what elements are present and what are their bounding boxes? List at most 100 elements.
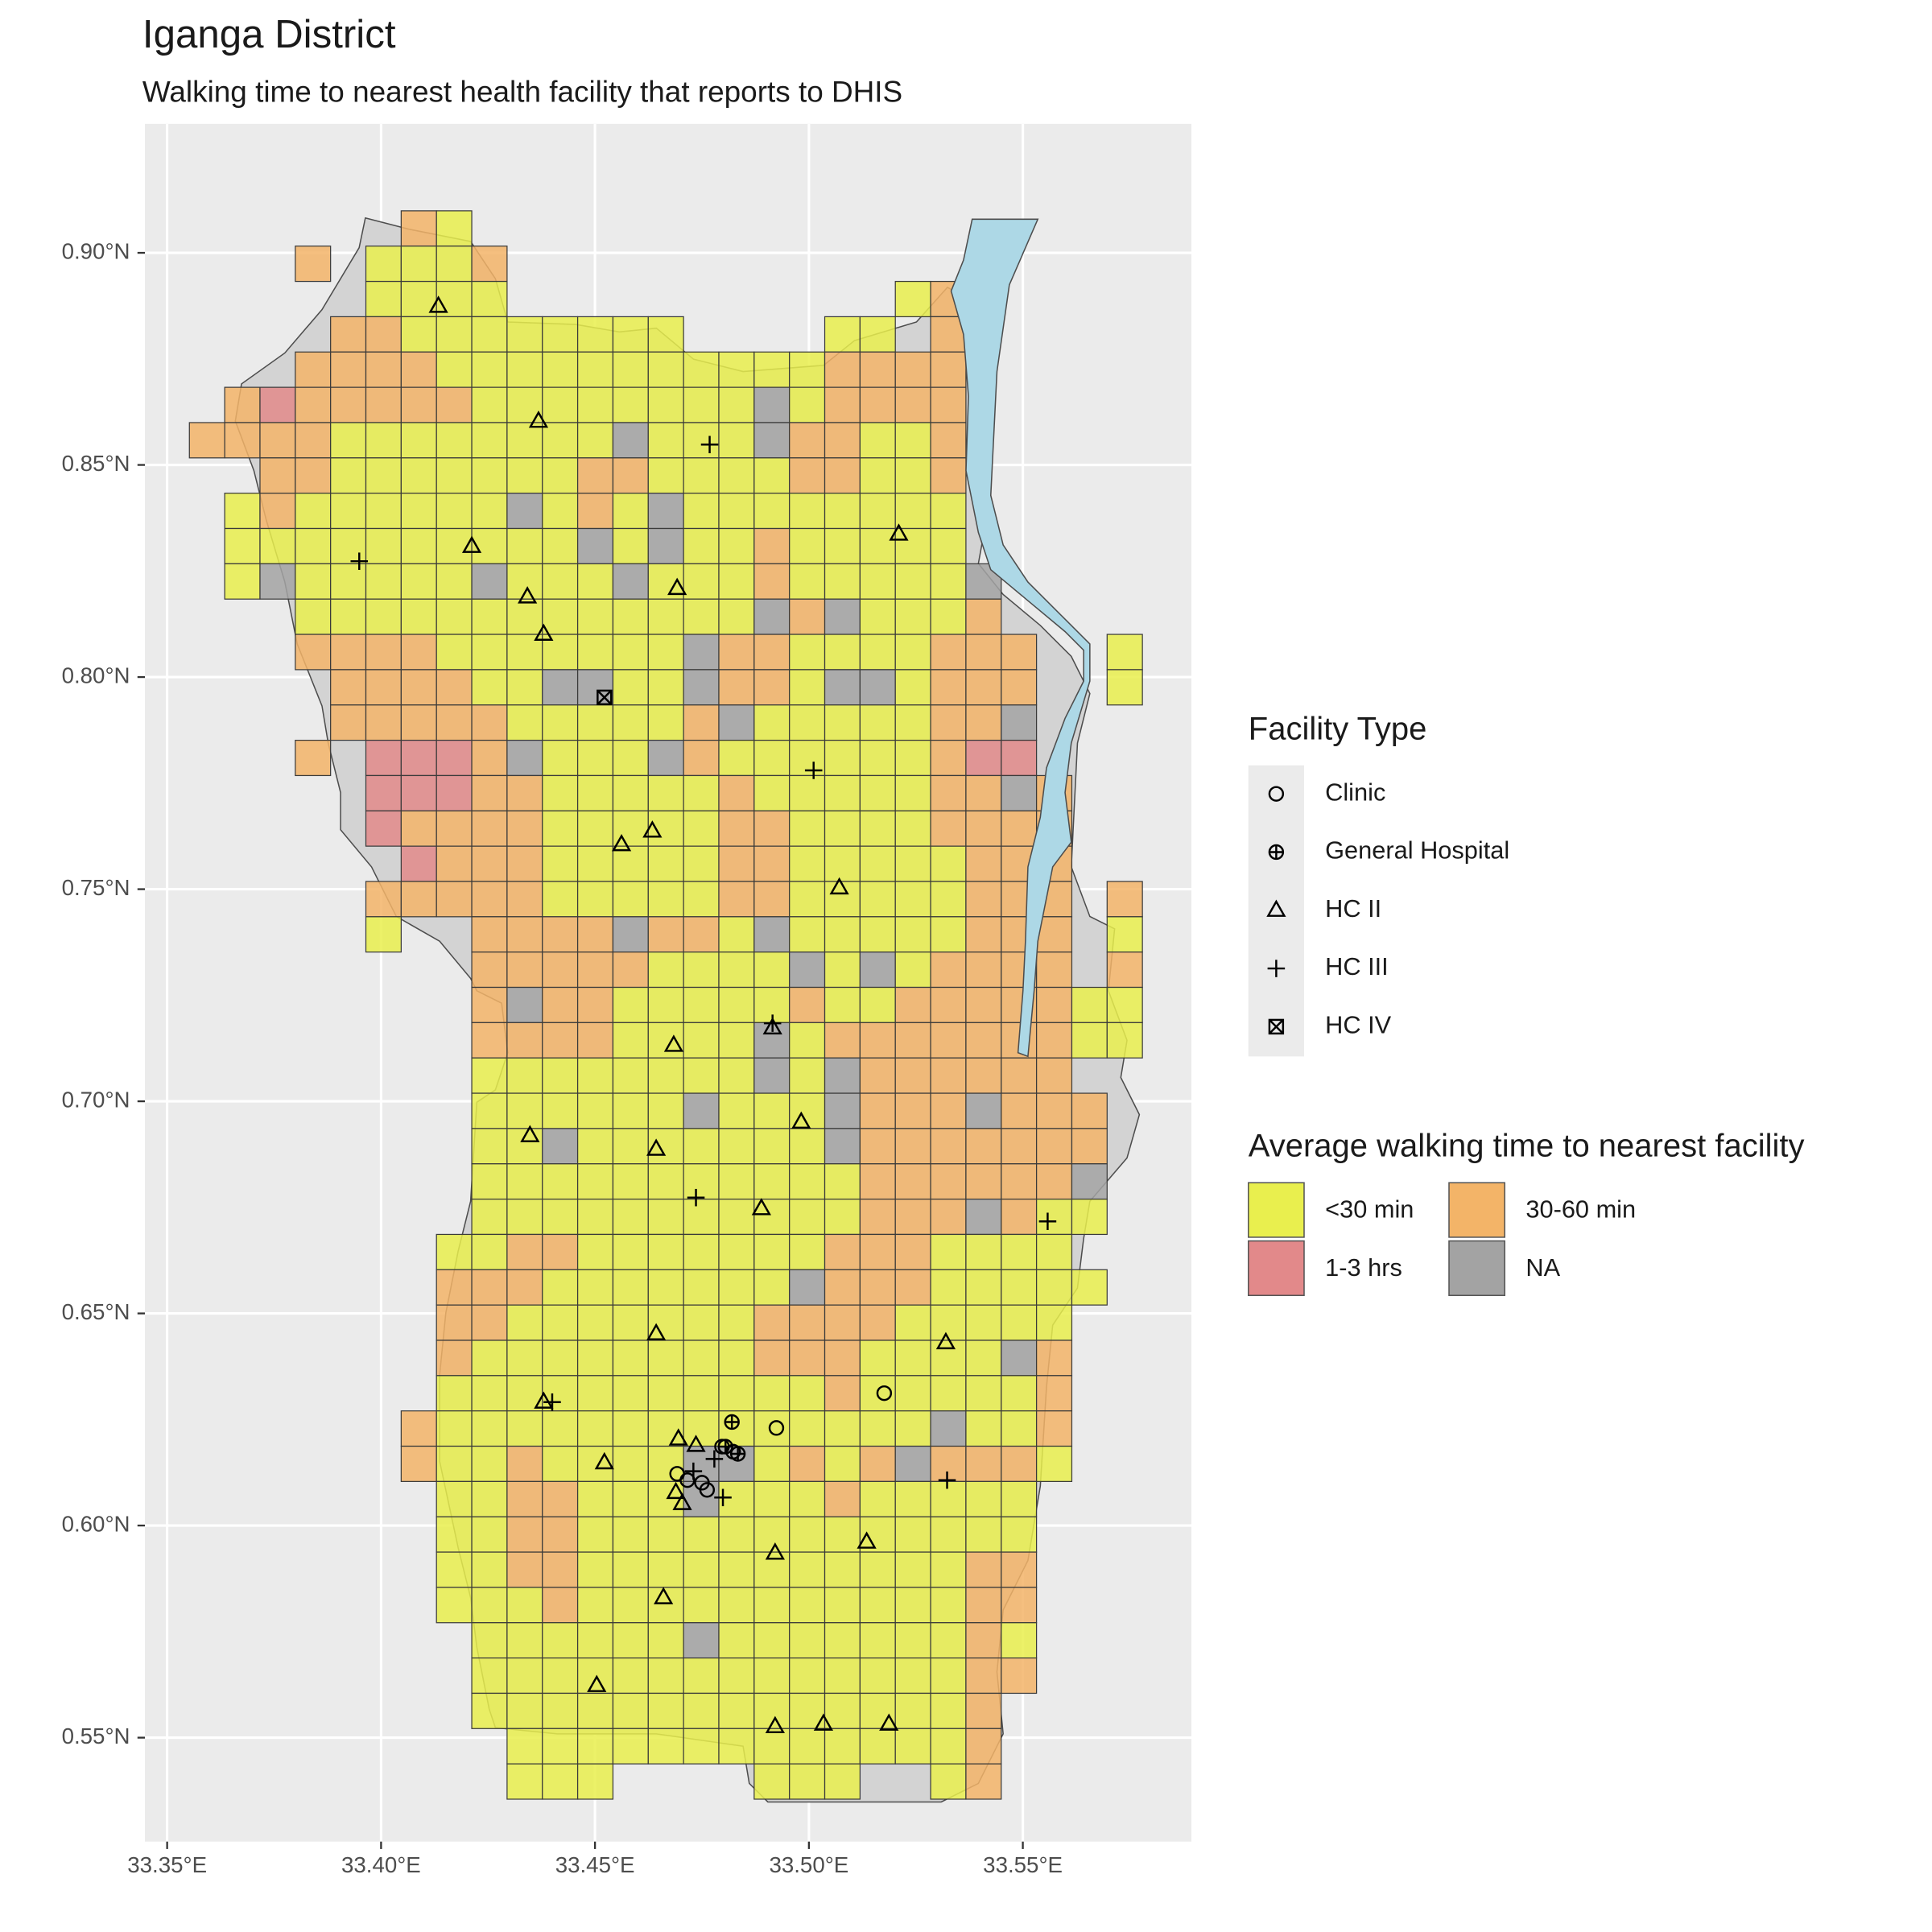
grid-cell <box>894 1445 931 1482</box>
grid-cell <box>894 634 931 671</box>
grid-cell <box>365 351 402 388</box>
grid-cell <box>506 1410 543 1447</box>
grid-cell <box>753 952 791 989</box>
grid-cell <box>612 1128 649 1165</box>
grid-cell <box>753 1728 791 1765</box>
marker-triangle <box>686 1435 706 1452</box>
grid-cell <box>647 1728 684 1765</box>
grid-cell <box>471 1551 508 1588</box>
grid-cell <box>576 1304 614 1341</box>
grid-cell <box>683 704 720 741</box>
grid-cell <box>789 1622 826 1659</box>
grid-cell <box>612 739 649 777</box>
grid-cell <box>400 810 437 847</box>
grid-cell <box>789 493 826 530</box>
grid-cell <box>894 1163 931 1200</box>
grid-cell <box>1001 669 1038 706</box>
legend-symbol <box>1268 1018 1285 1035</box>
facility-marker <box>597 689 613 706</box>
chart-title: Iganga District <box>142 12 396 56</box>
grid-cell <box>894 598 931 635</box>
facility-marker <box>654 1587 674 1604</box>
grid-cell <box>894 1587 931 1624</box>
grid-cell <box>930 739 967 777</box>
grid-cell <box>576 1128 614 1165</box>
x-tick-label: 33.55°E <box>983 1852 1063 1877</box>
marker-circle <box>768 1420 785 1436</box>
grid-cell <box>789 1304 826 1341</box>
grid-cell <box>718 1163 755 1200</box>
grid-cell <box>824 1375 861 1412</box>
grid-cell <box>894 986 931 1023</box>
grid-cell <box>824 1022 861 1059</box>
grid-cell <box>824 422 861 459</box>
marker-triangle <box>646 1323 667 1341</box>
grid-cell <box>718 1657 755 1695</box>
grid-cell <box>612 1692 649 1729</box>
grid-cell <box>1035 1410 1073 1447</box>
grid-cell <box>930 457 967 494</box>
grid-cell <box>718 634 755 671</box>
grid-cell <box>859 916 896 953</box>
legend-symbol <box>1268 786 1285 802</box>
grid-cell <box>576 316 614 353</box>
facility-marker <box>717 1439 733 1455</box>
grid-cell <box>824 598 861 635</box>
grid-cell <box>506 1587 543 1624</box>
grid-cell <box>542 457 579 494</box>
legend: Facility Type Clinic General Hospital HC II… <box>1248 711 1804 1296</box>
grid-cell <box>894 1304 931 1341</box>
marker-triangle <box>642 820 663 838</box>
grid-cell <box>753 493 791 530</box>
grid-cell <box>506 1304 543 1341</box>
grid-cell <box>471 1516 508 1553</box>
grid-cell <box>753 351 791 388</box>
marker-triangle <box>857 1531 877 1549</box>
grid-cell <box>471 634 508 671</box>
grid-cell <box>930 1340 967 1377</box>
grid-cell <box>824 1410 861 1447</box>
grid-cell <box>400 316 437 353</box>
grid-cell <box>1071 1269 1108 1306</box>
grid-cell <box>612 1657 649 1695</box>
grid-cell <box>683 386 720 423</box>
grid-cell <box>894 527 931 564</box>
facility-marker <box>686 1435 706 1452</box>
grid-cell <box>506 1198 543 1236</box>
grid-cell <box>436 1269 473 1306</box>
grid-cell <box>330 563 367 600</box>
grid-cell <box>824 1657 861 1695</box>
grid-cell <box>576 457 614 494</box>
grid-cell <box>576 422 614 459</box>
grid-cell <box>789 422 826 459</box>
grid-cell <box>965 739 1002 777</box>
marker-triangle <box>935 1331 956 1350</box>
grid-cell <box>542 704 579 741</box>
grid-cell <box>295 634 332 671</box>
grid-cell <box>824 916 861 953</box>
y-tick-label: 0.80°N <box>62 663 130 687</box>
grid-cell <box>859 1692 896 1729</box>
grid-cell <box>542 1516 579 1553</box>
grid-cell <box>471 422 508 459</box>
grid-cell <box>718 1622 755 1659</box>
facility-marker <box>587 1674 607 1692</box>
grid-cell <box>436 634 473 671</box>
grid-cell <box>894 457 931 494</box>
facility-marker <box>829 877 849 895</box>
legend-label: Clinic <box>1325 778 1385 806</box>
grid-cell <box>683 351 720 388</box>
grid-cell <box>930 634 967 671</box>
grid-cell <box>683 1728 720 1765</box>
grid-cell <box>965 952 1002 989</box>
grid-cell <box>1071 1092 1108 1129</box>
grid-cell <box>930 386 967 423</box>
grid-cell <box>471 1022 508 1059</box>
grid-cell <box>612 1375 649 1412</box>
grid-cell <box>1035 1163 1073 1200</box>
grid-cell <box>330 457 367 494</box>
grid-cell <box>542 1057 579 1094</box>
grid-cell <box>683 810 720 847</box>
grid-cell <box>647 386 684 423</box>
